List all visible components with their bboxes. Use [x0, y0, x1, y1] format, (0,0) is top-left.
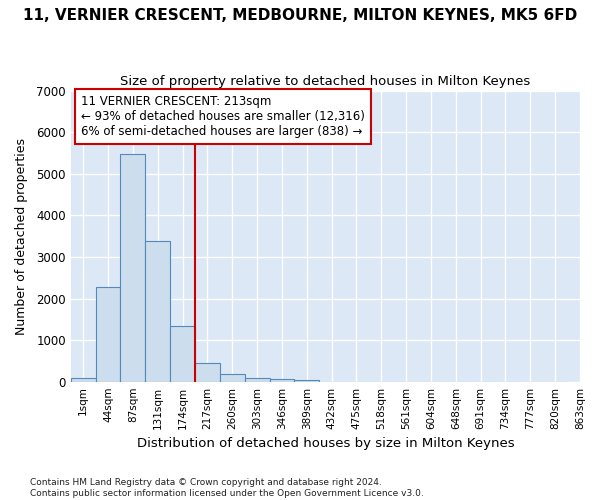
Bar [71, 378, 95, 382]
Bar [295, 380, 319, 382]
Bar [195, 363, 220, 382]
Text: 11 VERNIER CRESCENT: 213sqm
← 93% of detached houses are smaller (12,316)
6% of : 11 VERNIER CRESCENT: 213sqm ← 93% of det… [81, 95, 365, 138]
Bar [145, 240, 170, 382]
Text: 11, VERNIER CRESCENT, MEDBOURNE, MILTON KEYNES, MK5 6FD: 11, VERNIER CRESCENT, MEDBOURNE, MILTON … [23, 8, 577, 22]
Bar [95, 287, 121, 382]
Bar [245, 378, 269, 382]
Bar [220, 374, 245, 382]
X-axis label: Distribution of detached houses by size in Milton Keynes: Distribution of detached houses by size … [137, 437, 514, 450]
Y-axis label: Number of detached properties: Number of detached properties [15, 138, 28, 334]
Text: Contains HM Land Registry data © Crown copyright and database right 2024.
Contai: Contains HM Land Registry data © Crown c… [30, 478, 424, 498]
Title: Size of property relative to detached houses in Milton Keynes: Size of property relative to detached ho… [120, 75, 530, 88]
Bar [121, 154, 145, 382]
Bar [269, 379, 295, 382]
Bar [170, 326, 195, 382]
